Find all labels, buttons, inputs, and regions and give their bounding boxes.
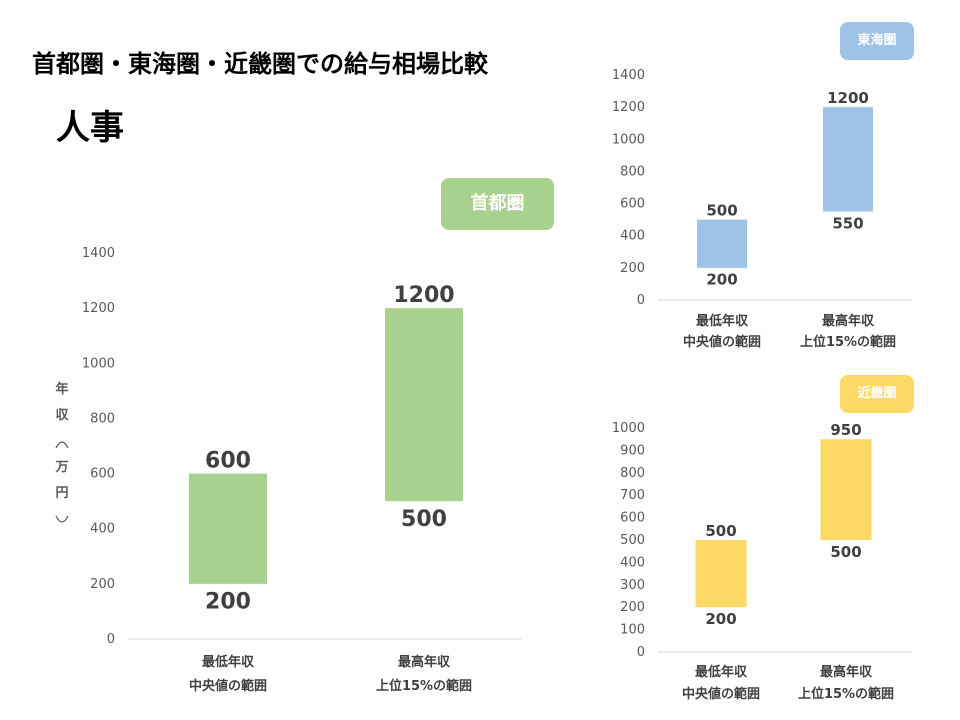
data-label-low: 200	[205, 590, 251, 615]
y-tick-label: 200	[620, 600, 645, 615]
y-tick-label: 300	[620, 578, 645, 593]
y-tick-label: 200	[620, 261, 645, 276]
category-label-line2: 上位15%の範囲	[376, 678, 472, 694]
data-label-low: 200	[705, 610, 736, 628]
category-label-line1: 最低年収	[696, 313, 749, 329]
region-badge-shutoken: 首都圏	[441, 178, 554, 230]
y-tick-label: 800	[620, 164, 645, 179]
y-axis-label-paren	[55, 515, 69, 523]
data-label-low: 550	[832, 214, 863, 232]
y-tick-label: 1000	[612, 421, 645, 436]
category-label-line2: 上位15%の範囲	[798, 686, 894, 702]
y-axis-label-char: 円	[55, 486, 68, 501]
y-tick-label: 800	[90, 411, 115, 426]
data-label-high: 950	[830, 421, 861, 439]
page-title: 首都圏・東海圏・近畿圏での給与相場比較	[32, 50, 488, 78]
y-tick-label: 1200	[612, 100, 645, 115]
y-tick-label: 900	[620, 443, 645, 458]
y-tick-label: 600	[620, 511, 645, 526]
y-tick-label: 1200	[82, 301, 115, 316]
data-label-low: 200	[706, 271, 737, 289]
y-tick-label: 800	[620, 466, 645, 481]
y-axis-label-char: 年	[55, 381, 68, 397]
y-tick-label: 1000	[612, 132, 645, 147]
category-label-line2: 上位15%の範囲	[800, 334, 896, 350]
region-badge-tokai: 東海圏	[840, 22, 914, 60]
region-badge-kinki: 近畿圏	[840, 375, 914, 413]
y-tick-label: 400	[620, 229, 645, 244]
range-bar	[385, 308, 463, 502]
data-label-low: 500	[830, 543, 861, 561]
data-label-high: 500	[706, 202, 737, 220]
y-tick-label: 1400	[82, 246, 115, 261]
category-label-line1: 最高年収	[820, 664, 873, 680]
category-label-line1: 最低年収	[202, 654, 255, 670]
page-subtitle: 人事	[56, 108, 124, 148]
category-label-line2: 中央値の範囲	[189, 678, 267, 694]
y-tick-label: 500	[620, 533, 645, 548]
category-label-line1: 最高年収	[398, 654, 451, 670]
y-tick-label: 200	[90, 577, 115, 592]
data-label-low: 500	[401, 507, 447, 532]
category-label-line1: 最高年収	[822, 313, 875, 329]
range-bar	[189, 473, 267, 584]
y-tick-label: 600	[90, 467, 115, 482]
category-label-line2: 中央値の範囲	[682, 686, 760, 702]
range-bar	[823, 107, 873, 212]
data-label-high: 1200	[827, 89, 869, 107]
y-tick-label: 700	[620, 488, 645, 503]
category-label-line2: 中央値の範囲	[683, 334, 761, 350]
y-tick-label: 0	[107, 632, 115, 647]
y-tick-label: 400	[620, 555, 645, 570]
data-label-high: 500	[705, 522, 736, 540]
data-label-high: 600	[205, 449, 251, 474]
data-label-high: 1200	[393, 283, 454, 308]
range-bar	[820, 439, 872, 540]
y-tick-label: 1000	[82, 356, 115, 371]
y-tick-label: 400	[90, 522, 115, 537]
range-bar	[695, 540, 747, 608]
y-axis-label-char: 万	[54, 460, 68, 475]
y-tick-label: 0	[637, 293, 645, 308]
category-label-line1: 最低年収	[695, 664, 748, 680]
range-bar	[697, 219, 747, 268]
y-tick-label: 1400	[612, 68, 645, 83]
y-axis-label-char: 収	[55, 408, 69, 423]
y-tick-label: 600	[620, 197, 645, 212]
y-axis-label-paren	[55, 441, 69, 449]
y-tick-label: 0	[637, 645, 645, 660]
y-tick-label: 100	[620, 623, 645, 638]
